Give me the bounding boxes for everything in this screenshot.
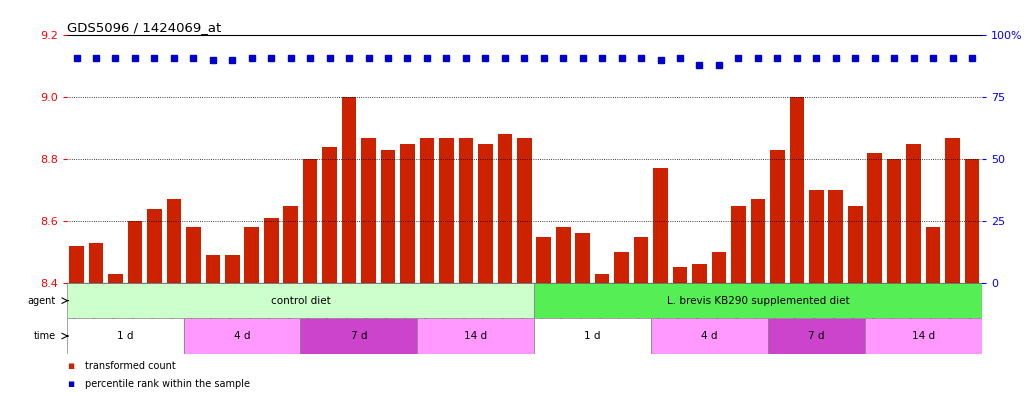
- Bar: [768, 318, 865, 354]
- Bar: [576, 233, 590, 283]
- Bar: [400, 144, 414, 283]
- Text: 7 d: 7 d: [351, 331, 367, 341]
- Bar: [108, 274, 122, 283]
- Bar: [750, 199, 765, 283]
- Bar: [147, 209, 161, 283]
- Text: 4 d: 4 d: [701, 331, 718, 341]
- Bar: [964, 159, 980, 283]
- Text: control diet: control diet: [270, 296, 330, 306]
- Bar: [323, 147, 337, 283]
- Text: 14 d: 14 d: [912, 331, 934, 341]
- Bar: [517, 138, 531, 283]
- Bar: [711, 252, 726, 283]
- Bar: [848, 206, 862, 283]
- Bar: [651, 318, 768, 354]
- Text: transformed count: transformed count: [85, 362, 176, 371]
- Bar: [770, 150, 784, 283]
- Bar: [361, 138, 376, 283]
- Bar: [206, 255, 220, 283]
- Bar: [672, 268, 688, 283]
- Bar: [245, 227, 259, 283]
- Bar: [809, 190, 823, 283]
- Bar: [790, 97, 804, 283]
- Bar: [926, 227, 941, 283]
- Bar: [167, 199, 181, 283]
- Bar: [88, 243, 104, 283]
- Bar: [439, 138, 453, 283]
- Bar: [417, 318, 534, 354]
- Bar: [478, 144, 492, 283]
- Text: GDS5096 / 1424069_at: GDS5096 / 1424069_at: [67, 21, 221, 34]
- Bar: [303, 159, 318, 283]
- Bar: [945, 138, 960, 283]
- Bar: [225, 255, 240, 283]
- Bar: [868, 153, 882, 283]
- Bar: [498, 134, 512, 283]
- Text: time: time: [34, 331, 56, 341]
- Bar: [634, 237, 649, 283]
- Bar: [615, 252, 629, 283]
- Bar: [67, 318, 184, 354]
- Bar: [556, 227, 571, 283]
- Bar: [887, 159, 902, 283]
- Bar: [300, 318, 417, 354]
- Bar: [67, 283, 534, 318]
- Bar: [731, 206, 745, 283]
- Bar: [865, 318, 982, 354]
- Text: ◾: ◾: [67, 379, 74, 389]
- Text: percentile rank within the sample: percentile rank within the sample: [85, 379, 251, 389]
- Bar: [264, 218, 279, 283]
- Text: 14 d: 14 d: [464, 331, 487, 341]
- Text: L. brevis KB290 supplemented diet: L. brevis KB290 supplemented diet: [666, 296, 849, 306]
- Text: 4 d: 4 d: [233, 331, 250, 341]
- Bar: [537, 237, 551, 283]
- Bar: [829, 190, 843, 283]
- Bar: [534, 318, 651, 354]
- Text: agent: agent: [28, 296, 56, 306]
- Bar: [653, 169, 668, 283]
- Text: 7 d: 7 d: [808, 331, 824, 341]
- Bar: [419, 138, 434, 283]
- Bar: [595, 274, 610, 283]
- Bar: [184, 318, 300, 354]
- Text: 1 d: 1 d: [117, 331, 134, 341]
- Bar: [907, 144, 921, 283]
- Bar: [458, 138, 473, 283]
- Bar: [380, 150, 396, 283]
- Text: ◾: ◾: [67, 362, 74, 371]
- Bar: [341, 97, 357, 283]
- Text: 1 d: 1 d: [584, 331, 600, 341]
- Bar: [127, 221, 142, 283]
- Bar: [284, 206, 298, 283]
- Bar: [186, 227, 200, 283]
- Bar: [69, 246, 84, 283]
- Bar: [692, 264, 707, 283]
- Bar: [534, 283, 982, 318]
